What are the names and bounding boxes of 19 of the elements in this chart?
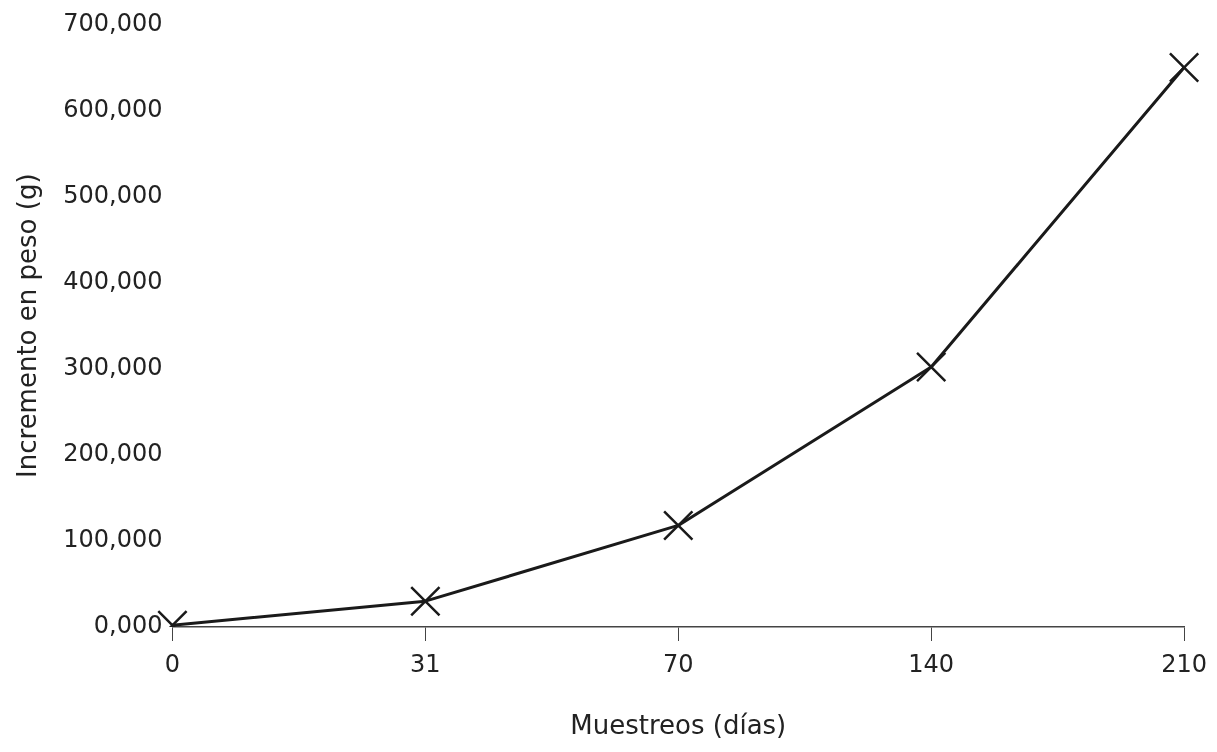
y-tick-label: 200,000 bbox=[63, 439, 163, 468]
y-axis-title: Incremento en peso (g) bbox=[12, 173, 43, 478]
point bbox=[409, 585, 441, 617]
x-tick-label: 31 bbox=[410, 649, 441, 678]
y-tick-label: 400,000 bbox=[63, 266, 163, 295]
y-tick-label: 100,000 bbox=[63, 525, 163, 554]
point bbox=[662, 510, 694, 541]
y-tick-label: 700,000 bbox=[63, 8, 163, 37]
y-tick-label: 300,000 bbox=[63, 352, 163, 381]
point bbox=[915, 351, 947, 383]
point bbox=[1168, 52, 1200, 83]
x-tick-label: 0 bbox=[164, 649, 181, 678]
y-tick-label: 500,000 bbox=[63, 180, 163, 209]
x-tick-label: 140 bbox=[908, 649, 955, 678]
x-tick-label: 210 bbox=[1161, 649, 1207, 678]
x-axis-title: Muestreos (días) bbox=[570, 710, 787, 741]
x-tick-label: 70 bbox=[663, 649, 694, 678]
y-tick-label: 600,000 bbox=[63, 94, 163, 123]
y-tick-label: 0,000 bbox=[93, 611, 163, 640]
